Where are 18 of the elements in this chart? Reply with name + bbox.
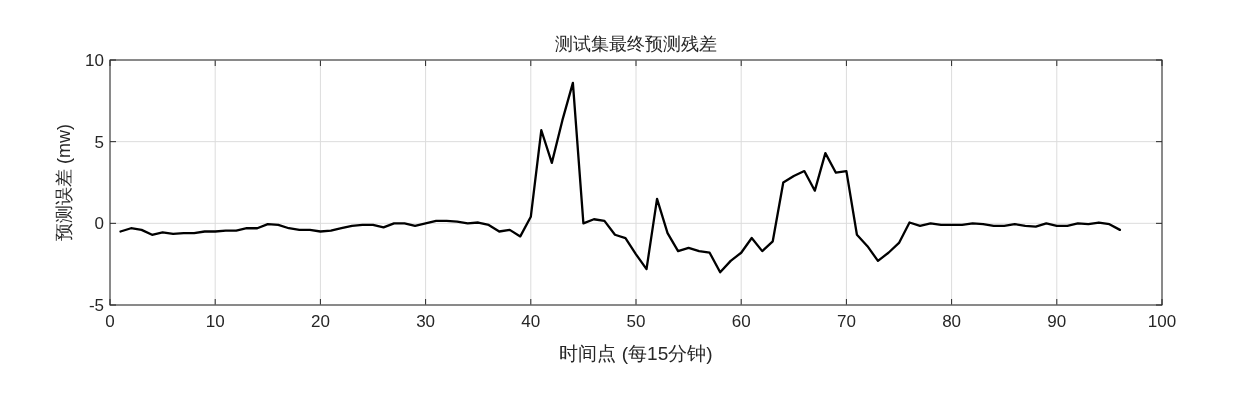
x-tick-label: 40: [521, 312, 541, 331]
x-tick-label: 10: [205, 312, 225, 331]
x-tick-label: 70: [836, 312, 856, 331]
y-tick-label: -5: [88, 296, 104, 315]
x-tick-label: 100: [1147, 312, 1177, 331]
x-tick-label: 30: [416, 312, 436, 331]
x-tick-label: 90: [1047, 312, 1067, 331]
chart-title: 测试集最终预测残差: [555, 34, 717, 54]
x-tick-label: 80: [942, 312, 962, 331]
y-tick-label: 5: [94, 132, 104, 152]
line-series: [119, 81, 1122, 274]
y-axis-title: 预测误差 (mw): [54, 124, 74, 241]
x-tick-label: 60: [731, 312, 751, 331]
x-axis-title: 时间点 (每15分钟): [559, 343, 713, 364]
y-tick-label: 0: [94, 214, 104, 234]
x-tick-label: 50: [626, 312, 646, 331]
y-tick-label: 10: [85, 51, 104, 70]
x-tick-label: 20: [310, 312, 330, 331]
